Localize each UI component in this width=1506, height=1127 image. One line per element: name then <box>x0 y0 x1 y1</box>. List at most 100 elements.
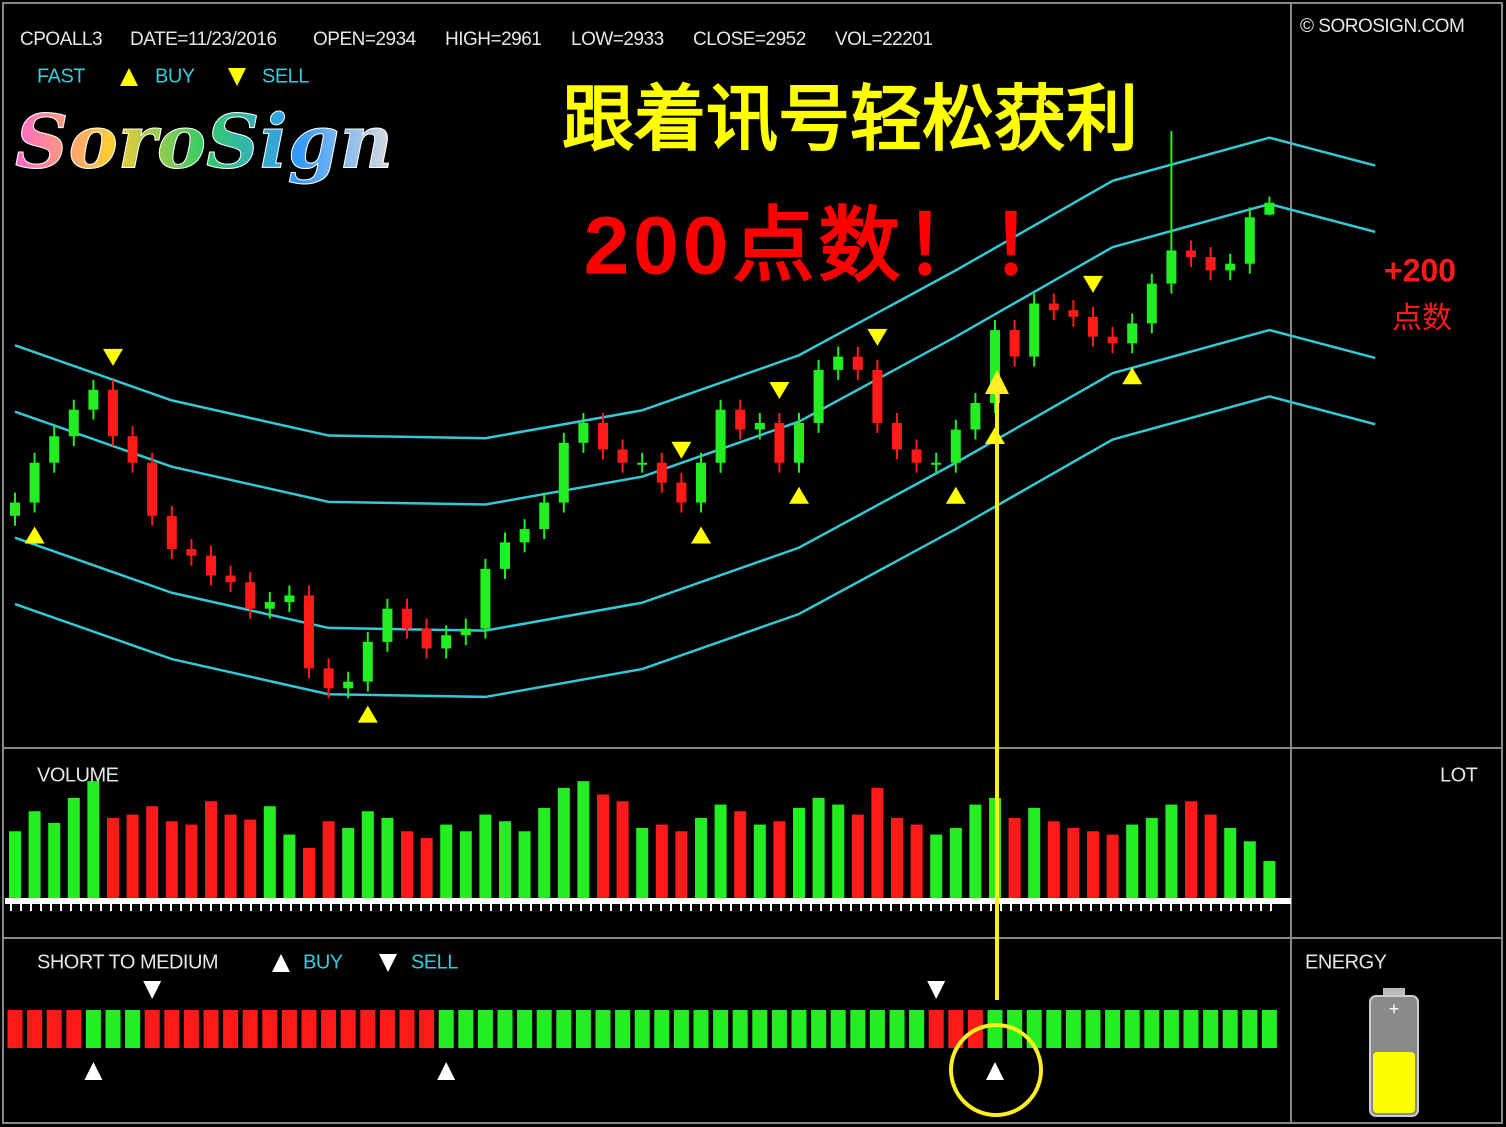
volume-bar <box>342 827 355 898</box>
volume-bar <box>1047 821 1060 898</box>
volume-bar <box>949 827 962 898</box>
buy-marker <box>84 1062 103 1080</box>
candle-body <box>1225 263 1236 271</box>
volume-bar <box>636 827 649 898</box>
signal-bar <box>536 1010 552 1048</box>
candle-body <box>970 403 981 430</box>
candle-body <box>950 429 961 463</box>
volume-bar <box>714 804 727 898</box>
candle-body <box>990 330 1000 404</box>
open: OPEN=2934 <box>313 29 417 50</box>
signal-bar <box>262 1010 278 1048</box>
legend-sell-icon <box>228 68 246 86</box>
candle-body <box>480 568 491 629</box>
signal-bar <box>458 1010 474 1048</box>
volume-bar <box>1126 824 1139 898</box>
candle-body <box>676 482 687 503</box>
band-line <box>14 395 1376 699</box>
volume-bar <box>577 781 590 898</box>
volume-bar <box>499 821 511 898</box>
volume-bar <box>655 824 668 898</box>
date: DATE=11/23/2016 <box>130 29 277 50</box>
candle-body <box>1127 323 1138 344</box>
candle-body <box>1146 283 1157 324</box>
volume-bar <box>146 806 159 898</box>
signal-bar <box>223 1010 239 1048</box>
candle-body <box>539 502 550 530</box>
signal-bar <box>909 1010 925 1048</box>
candle-body <box>715 409 726 463</box>
volume-bar <box>440 824 453 898</box>
sell-signal <box>1083 275 1103 293</box>
signal-bar <box>575 1010 591 1048</box>
candle-body <box>323 668 334 689</box>
candle-body <box>88 389 99 410</box>
highlight-arrowhead <box>985 370 1009 394</box>
volume-bar <box>401 831 413 898</box>
candle-body <box>284 595 295 603</box>
candle-body <box>696 462 706 503</box>
volume-bar <box>557 787 570 898</box>
signal-bar <box>340 1010 356 1048</box>
buy-signal <box>357 705 378 723</box>
signal-bar <box>1242 1010 1258 1048</box>
signal-bar <box>183 1010 199 1048</box>
candle-body <box>637 462 648 465</box>
candle-body <box>127 436 138 463</box>
volume-bar <box>1263 860 1276 898</box>
buy-signal <box>24 526 45 544</box>
candle-body <box>1048 303 1059 311</box>
candle-body <box>852 356 863 370</box>
volume-bar <box>1204 814 1217 898</box>
signal-bar <box>1261 1010 1277 1048</box>
logo: SoroSign <box>15 100 393 186</box>
candle-body <box>931 462 942 465</box>
candle-body <box>362 641 373 682</box>
volume-bar <box>1145 817 1158 898</box>
close: CLOSE=2952 <box>693 29 806 50</box>
volume-bar <box>1087 831 1099 898</box>
volume-bar <box>930 834 943 898</box>
candle-body <box>735 409 746 430</box>
highlight-circle <box>949 1023 1043 1117</box>
volume-bar <box>224 814 237 898</box>
candle-body <box>892 422 902 450</box>
signal-bar <box>497 1010 513 1048</box>
volume-bar <box>67 797 80 898</box>
gain-unit: 点数 <box>1392 302 1452 335</box>
signal-legend-buy: BUY <box>303 951 343 973</box>
signal-bar <box>850 1010 866 1048</box>
volume-bar <box>107 817 119 898</box>
signal-bar <box>654 1010 670 1048</box>
signal-legend-sell: SELL <box>411 951 458 973</box>
candle-body <box>1088 316 1098 337</box>
candle-body <box>1029 303 1040 357</box>
candle-body <box>1244 217 1255 264</box>
sell-marker <box>927 981 946 999</box>
volume-bar <box>381 817 394 898</box>
battery-level <box>1373 1052 1415 1113</box>
candle-body <box>304 595 314 669</box>
candle-body <box>813 369 824 423</box>
candle-body <box>598 422 608 450</box>
volume-title: VOLUME <box>37 764 119 786</box>
signal-bar <box>1183 1010 1199 1048</box>
volume-bar <box>518 831 531 898</box>
volume-bar <box>851 814 864 898</box>
candle-body <box>29 462 40 503</box>
signal-bar <box>27 1010 43 1048</box>
volume-bar <box>87 781 100 898</box>
signal-bar <box>1105 1010 1121 1048</box>
candle-body <box>108 389 118 437</box>
battery-cap <box>1383 988 1405 998</box>
signal-bar <box>144 1010 160 1048</box>
signal-bar <box>46 1010 62 1048</box>
legend-sell: SELL <box>262 65 309 87</box>
signal-bar <box>615 1010 631 1048</box>
volume-bar <box>1165 804 1178 898</box>
signal-bar <box>66 1010 82 1048</box>
candle-body <box>206 555 216 576</box>
volume-bar <box>1224 827 1237 898</box>
symbol: CPOALL3 <box>20 29 102 50</box>
signal-bar <box>1065 1010 1081 1048</box>
